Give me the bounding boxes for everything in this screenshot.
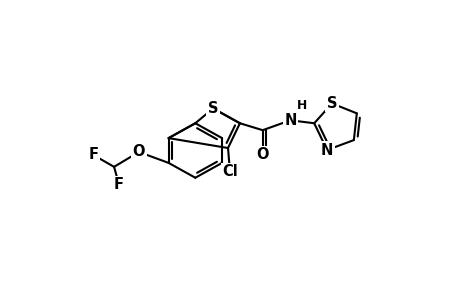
Text: Cl: Cl: [222, 164, 237, 179]
Text: N: N: [320, 142, 333, 158]
Text: F: F: [114, 177, 124, 192]
Text: O: O: [132, 145, 145, 160]
Text: H: H: [296, 99, 306, 112]
Text: F: F: [88, 148, 98, 163]
Text: S: S: [326, 96, 336, 111]
Text: O: O: [256, 148, 269, 163]
Text: N: N: [284, 113, 296, 128]
Text: S: S: [207, 101, 218, 116]
